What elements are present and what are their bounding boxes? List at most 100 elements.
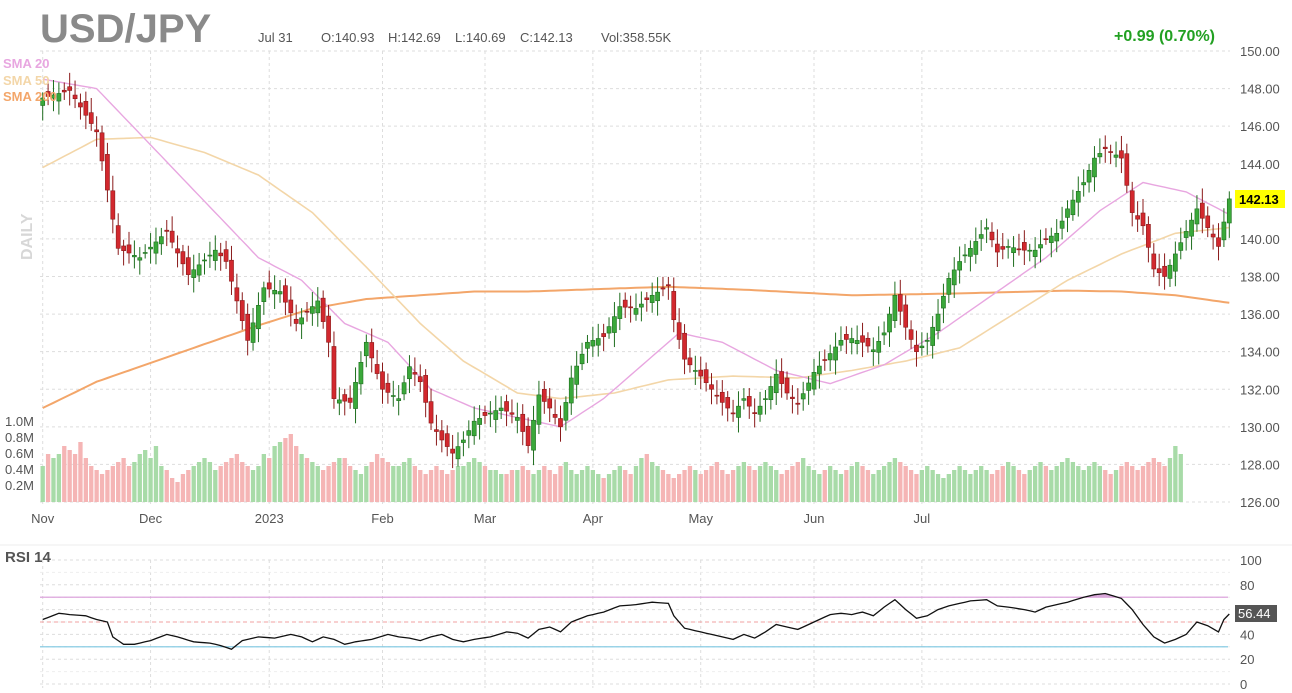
candle[interactable] [957,246,962,284]
candle[interactable] [245,303,251,356]
candle[interactable] [1216,223,1221,261]
candle[interactable] [115,213,121,255]
candle[interactable] [207,241,213,268]
candle[interactable] [1081,169,1087,197]
candle[interactable] [633,293,639,321]
candle[interactable] [730,399,736,422]
candle[interactable] [1032,237,1038,269]
candle[interactable] [121,239,126,266]
candle[interactable] [714,380,720,405]
candle[interactable] [1151,243,1157,278]
candle[interactable] [45,78,51,106]
candle[interactable] [639,291,644,322]
candle[interactable] [105,142,110,203]
candle[interactable] [1092,146,1097,192]
candle[interactable] [229,245,234,295]
candle[interactable] [897,279,903,326]
candle[interactable] [676,308,682,349]
candle[interactable] [784,371,790,400]
candle[interactable] [461,431,466,457]
candle[interactable] [185,245,191,286]
candle[interactable] [471,406,477,445]
candle[interactable] [148,233,153,264]
candle[interactable] [687,348,693,373]
candle[interactable] [1086,163,1092,193]
candle[interactable] [757,391,763,422]
candle[interactable] [434,414,439,446]
candle[interactable] [272,275,277,309]
candle[interactable] [844,326,849,354]
candle[interactable] [585,334,590,364]
candle[interactable] [520,404,526,446]
candle[interactable] [390,380,396,407]
candle[interactable] [380,362,385,404]
candle[interactable] [628,295,633,323]
candle[interactable] [1226,191,1232,238]
candle[interactable] [493,395,499,433]
candle[interactable] [995,229,1000,267]
candle[interactable] [407,355,412,394]
candle[interactable] [482,405,488,424]
candle[interactable] [919,332,925,356]
candle[interactable] [547,388,553,423]
candle[interactable] [212,235,218,271]
candle[interactable] [1075,176,1081,217]
candle[interactable] [51,79,56,112]
candle[interactable] [223,240,229,269]
candle[interactable] [703,362,709,392]
candle[interactable] [930,316,936,359]
candle[interactable] [800,381,806,411]
candle[interactable] [450,434,455,469]
candle[interactable] [525,417,531,454]
candle[interactable] [903,295,909,340]
candle[interactable] [612,302,617,348]
candle[interactable] [941,283,946,324]
candle[interactable] [283,278,288,316]
candle[interactable] [1000,233,1006,260]
candle[interactable] [1129,181,1135,227]
candle[interactable] [250,307,256,351]
candle[interactable] [881,321,887,345]
candle[interactable] [299,308,304,340]
candle[interactable] [1178,227,1184,260]
candle[interactable] [83,91,89,130]
candle[interactable] [768,376,774,410]
candle[interactable] [1189,212,1194,250]
candle[interactable] [1140,198,1146,235]
candle[interactable] [196,252,202,282]
candle[interactable] [763,390,768,415]
candle[interactable] [644,292,650,312]
candle[interactable] [989,222,995,248]
candle[interactable] [142,244,148,259]
candle[interactable] [202,253,207,275]
candle[interactable] [1043,228,1049,245]
candle[interactable] [1173,241,1178,287]
candle[interactable] [849,327,855,355]
candle[interactable] [164,219,170,247]
candle[interactable] [455,432,461,467]
candle[interactable] [531,405,536,466]
candle[interactable] [369,328,375,373]
candle[interactable] [412,357,418,387]
candles[interactable] [40,72,1232,469]
candle[interactable] [541,381,547,414]
candle[interactable] [773,359,779,405]
candle[interactable] [358,351,364,395]
candle[interactable] [218,242,224,271]
candle[interactable] [1005,239,1011,259]
candle[interactable] [67,72,73,106]
candle[interactable] [94,116,99,147]
candle[interactable] [558,405,563,442]
candle[interactable] [477,405,482,440]
candle[interactable] [725,391,731,422]
candle[interactable] [660,276,666,297]
candle[interactable] [417,364,423,393]
candle[interactable] [1108,144,1113,165]
candle[interactable] [353,367,358,424]
candle[interactable] [908,320,914,349]
candle[interactable] [892,281,898,328]
candle[interactable] [1021,230,1027,265]
candle[interactable] [293,304,299,332]
candle[interactable] [719,380,725,416]
candle[interactable] [655,277,660,316]
